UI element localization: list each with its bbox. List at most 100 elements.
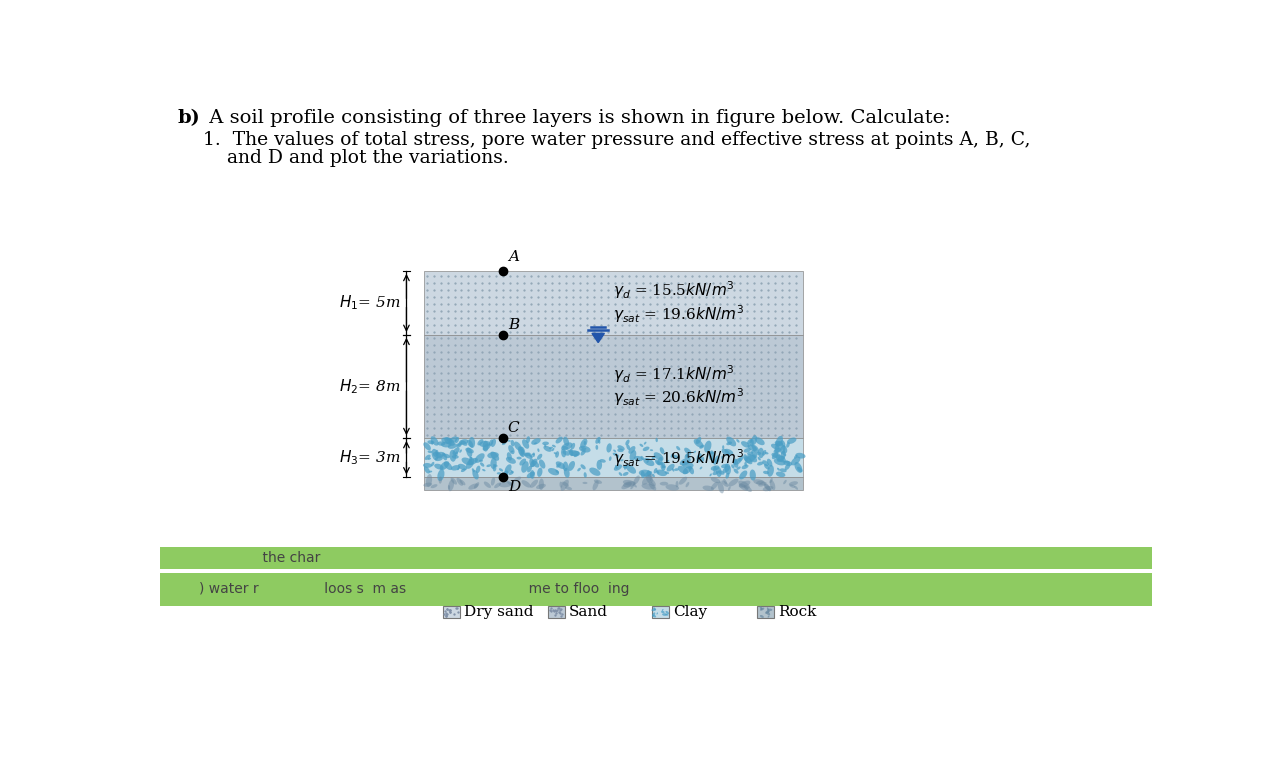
Ellipse shape [488, 452, 499, 459]
Ellipse shape [714, 456, 719, 463]
Ellipse shape [476, 465, 480, 473]
Ellipse shape [556, 462, 566, 469]
Ellipse shape [499, 468, 503, 472]
Ellipse shape [640, 444, 644, 447]
Text: $H_3$= 3m: $H_3$= 3m [339, 449, 401, 467]
Ellipse shape [486, 465, 492, 467]
Ellipse shape [701, 457, 704, 462]
Ellipse shape [672, 453, 675, 457]
Ellipse shape [654, 468, 658, 474]
Ellipse shape [782, 452, 786, 456]
Ellipse shape [741, 441, 750, 448]
Ellipse shape [448, 443, 457, 449]
Ellipse shape [685, 454, 689, 459]
Ellipse shape [649, 481, 657, 491]
Ellipse shape [502, 470, 508, 479]
Ellipse shape [781, 446, 786, 454]
Ellipse shape [676, 446, 680, 450]
Ellipse shape [468, 457, 472, 462]
Ellipse shape [654, 452, 663, 461]
Ellipse shape [579, 446, 590, 452]
Ellipse shape [696, 453, 701, 462]
Ellipse shape [774, 441, 783, 452]
Ellipse shape [527, 465, 532, 472]
Ellipse shape [484, 481, 492, 488]
Ellipse shape [526, 472, 535, 478]
Ellipse shape [617, 446, 625, 450]
Ellipse shape [483, 469, 485, 472]
Ellipse shape [733, 458, 742, 465]
Text: $\gamma_{sat}$ = 19.6$kN/m^3$: $\gamma_{sat}$ = 19.6$kN/m^3$ [613, 303, 745, 324]
Text: $\gamma_{sat}$ = 20.6$kN/m^3$: $\gamma_{sat}$ = 20.6$kN/m^3$ [613, 386, 745, 408]
Ellipse shape [428, 450, 433, 453]
Ellipse shape [425, 455, 430, 460]
Ellipse shape [562, 451, 570, 456]
Ellipse shape [748, 454, 758, 462]
Ellipse shape [444, 437, 454, 446]
Ellipse shape [741, 465, 749, 469]
Ellipse shape [768, 609, 772, 611]
Ellipse shape [655, 459, 660, 465]
Ellipse shape [524, 452, 532, 459]
Bar [160, 547, 1152, 569]
Ellipse shape [773, 448, 782, 453]
Ellipse shape [564, 486, 572, 490]
Ellipse shape [549, 446, 553, 449]
Ellipse shape [520, 446, 525, 457]
Ellipse shape [713, 466, 717, 472]
Ellipse shape [617, 455, 620, 459]
Ellipse shape [573, 454, 579, 457]
Text: Dry sand: Dry sand [463, 605, 534, 619]
Ellipse shape [731, 465, 735, 468]
Ellipse shape [442, 437, 452, 444]
Ellipse shape [756, 452, 762, 455]
Ellipse shape [623, 472, 628, 476]
Ellipse shape [461, 440, 467, 446]
Ellipse shape [460, 479, 466, 485]
Ellipse shape [552, 448, 554, 451]
Ellipse shape [751, 445, 759, 453]
Ellipse shape [630, 450, 636, 461]
Ellipse shape [433, 452, 443, 459]
Ellipse shape [704, 441, 712, 452]
Text: Sand: Sand [568, 605, 608, 619]
Ellipse shape [758, 457, 760, 461]
Ellipse shape [499, 481, 512, 488]
Ellipse shape [563, 436, 570, 446]
Ellipse shape [447, 438, 452, 442]
Text: b): b) [177, 109, 200, 127]
Text: A soil profile consisting of three layers is shown in figure below. Calculate:: A soil profile consisting of three layer… [202, 109, 950, 127]
Ellipse shape [449, 449, 456, 462]
Ellipse shape [657, 461, 659, 465]
Ellipse shape [772, 452, 778, 459]
Ellipse shape [739, 481, 750, 488]
Ellipse shape [490, 439, 497, 447]
Ellipse shape [696, 437, 701, 444]
Ellipse shape [748, 439, 753, 444]
Ellipse shape [660, 611, 664, 613]
Ellipse shape [490, 458, 497, 469]
Ellipse shape [614, 452, 617, 455]
Ellipse shape [595, 445, 598, 450]
Ellipse shape [626, 465, 636, 474]
Ellipse shape [675, 468, 678, 471]
Ellipse shape [520, 459, 526, 465]
Ellipse shape [797, 467, 803, 472]
Ellipse shape [457, 443, 462, 446]
Ellipse shape [722, 446, 724, 449]
Ellipse shape [672, 468, 675, 472]
Ellipse shape [728, 486, 731, 491]
Ellipse shape [728, 478, 739, 487]
Ellipse shape [434, 464, 444, 469]
Ellipse shape [774, 459, 786, 465]
Ellipse shape [709, 473, 712, 476]
Ellipse shape [785, 460, 790, 464]
Ellipse shape [439, 477, 442, 484]
Ellipse shape [607, 443, 612, 452]
Ellipse shape [563, 468, 570, 478]
Ellipse shape [765, 612, 771, 615]
Ellipse shape [733, 461, 736, 465]
Ellipse shape [526, 436, 530, 443]
Ellipse shape [483, 443, 490, 451]
Ellipse shape [685, 448, 691, 455]
